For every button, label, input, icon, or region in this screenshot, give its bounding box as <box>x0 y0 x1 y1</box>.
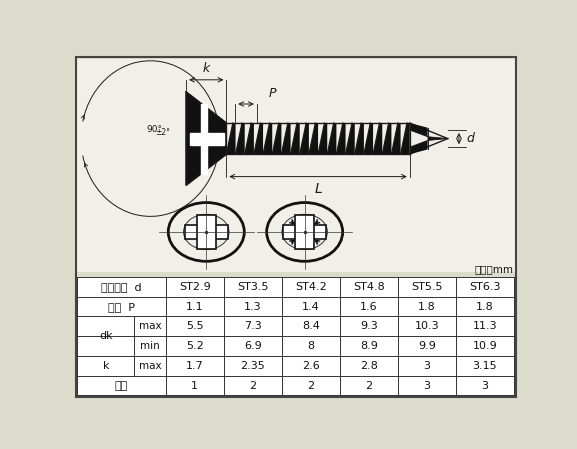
Polygon shape <box>263 123 272 154</box>
Polygon shape <box>295 215 314 249</box>
Polygon shape <box>400 123 410 154</box>
Polygon shape <box>291 123 299 154</box>
Text: 1: 1 <box>191 381 198 391</box>
Text: 2: 2 <box>365 381 372 391</box>
Text: 1.8: 1.8 <box>418 302 436 312</box>
Text: 10.9: 10.9 <box>473 341 497 351</box>
Text: 3: 3 <box>424 381 430 391</box>
Text: 2: 2 <box>249 381 256 391</box>
Text: 5.2: 5.2 <box>186 341 204 351</box>
Text: P: P <box>269 87 276 100</box>
Text: 5.5: 5.5 <box>186 321 204 331</box>
Text: 9.9: 9.9 <box>418 341 436 351</box>
Text: max: max <box>138 321 161 331</box>
FancyBboxPatch shape <box>77 59 515 272</box>
Polygon shape <box>318 123 327 154</box>
Polygon shape <box>327 123 336 154</box>
Polygon shape <box>254 123 263 154</box>
Text: 2.35: 2.35 <box>241 361 265 371</box>
Polygon shape <box>410 123 428 136</box>
Polygon shape <box>283 224 327 239</box>
Text: max: max <box>138 361 161 371</box>
Polygon shape <box>382 123 391 154</box>
Polygon shape <box>373 123 382 154</box>
Polygon shape <box>186 92 226 185</box>
Polygon shape <box>226 123 235 154</box>
Polygon shape <box>201 104 207 174</box>
Polygon shape <box>235 123 245 154</box>
Text: 11.3: 11.3 <box>473 321 497 331</box>
Text: 7.3: 7.3 <box>244 321 261 331</box>
Circle shape <box>168 202 244 261</box>
Polygon shape <box>364 123 373 154</box>
Text: 1.8: 1.8 <box>476 302 494 312</box>
Text: 1.6: 1.6 <box>360 302 377 312</box>
Text: 1.3: 1.3 <box>244 302 261 312</box>
Text: 8.9: 8.9 <box>360 341 378 351</box>
Text: 8: 8 <box>307 341 314 351</box>
Text: 槽号: 槽号 <box>115 381 128 391</box>
Text: k: k <box>203 62 210 75</box>
Polygon shape <box>299 123 309 154</box>
Text: 3: 3 <box>481 381 488 391</box>
Text: 1.7: 1.7 <box>186 361 204 371</box>
Polygon shape <box>410 141 428 154</box>
Text: 公称直径  d: 公称直径 d <box>101 282 142 292</box>
Text: 1.4: 1.4 <box>302 302 320 312</box>
Text: 2.8: 2.8 <box>360 361 378 371</box>
Text: 1.1: 1.1 <box>186 302 204 312</box>
Polygon shape <box>346 123 355 154</box>
Text: L: L <box>314 182 322 196</box>
Text: 3.15: 3.15 <box>473 361 497 371</box>
Text: ST4.8: ST4.8 <box>353 282 385 292</box>
Text: 3: 3 <box>424 361 430 371</box>
Text: 8.4: 8.4 <box>302 321 320 331</box>
Text: dk: dk <box>190 134 204 144</box>
Polygon shape <box>190 132 224 145</box>
Text: k: k <box>103 361 109 371</box>
Polygon shape <box>391 123 400 154</box>
Circle shape <box>267 202 343 261</box>
Polygon shape <box>428 136 448 141</box>
Text: 2: 2 <box>307 381 314 391</box>
Text: ST5.5: ST5.5 <box>411 282 443 292</box>
Text: 6.9: 6.9 <box>244 341 261 351</box>
Polygon shape <box>272 123 282 154</box>
Polygon shape <box>282 123 291 154</box>
Text: ST2.9: ST2.9 <box>179 282 211 292</box>
Text: 90°: 90° <box>146 125 162 134</box>
Text: d: d <box>467 132 474 145</box>
Text: 2.6: 2.6 <box>302 361 320 371</box>
Text: 9.3: 9.3 <box>360 321 378 331</box>
Text: min: min <box>140 341 160 351</box>
Text: 螺距  P: 螺距 P <box>108 302 135 312</box>
Polygon shape <box>355 123 364 154</box>
Text: ST4.2: ST4.2 <box>295 282 327 292</box>
FancyBboxPatch shape <box>77 277 514 396</box>
Text: 单位：mm: 单位：mm <box>475 264 514 274</box>
Text: 10.3: 10.3 <box>414 321 439 331</box>
Text: ST3.5: ST3.5 <box>237 282 268 292</box>
Polygon shape <box>185 224 228 239</box>
Polygon shape <box>336 123 346 154</box>
Text: ±2°: ±2° <box>155 128 170 137</box>
Polygon shape <box>197 215 216 249</box>
Text: ST6.3: ST6.3 <box>469 282 501 292</box>
Polygon shape <box>309 123 318 154</box>
Text: dk: dk <box>99 331 113 341</box>
Polygon shape <box>245 123 254 154</box>
